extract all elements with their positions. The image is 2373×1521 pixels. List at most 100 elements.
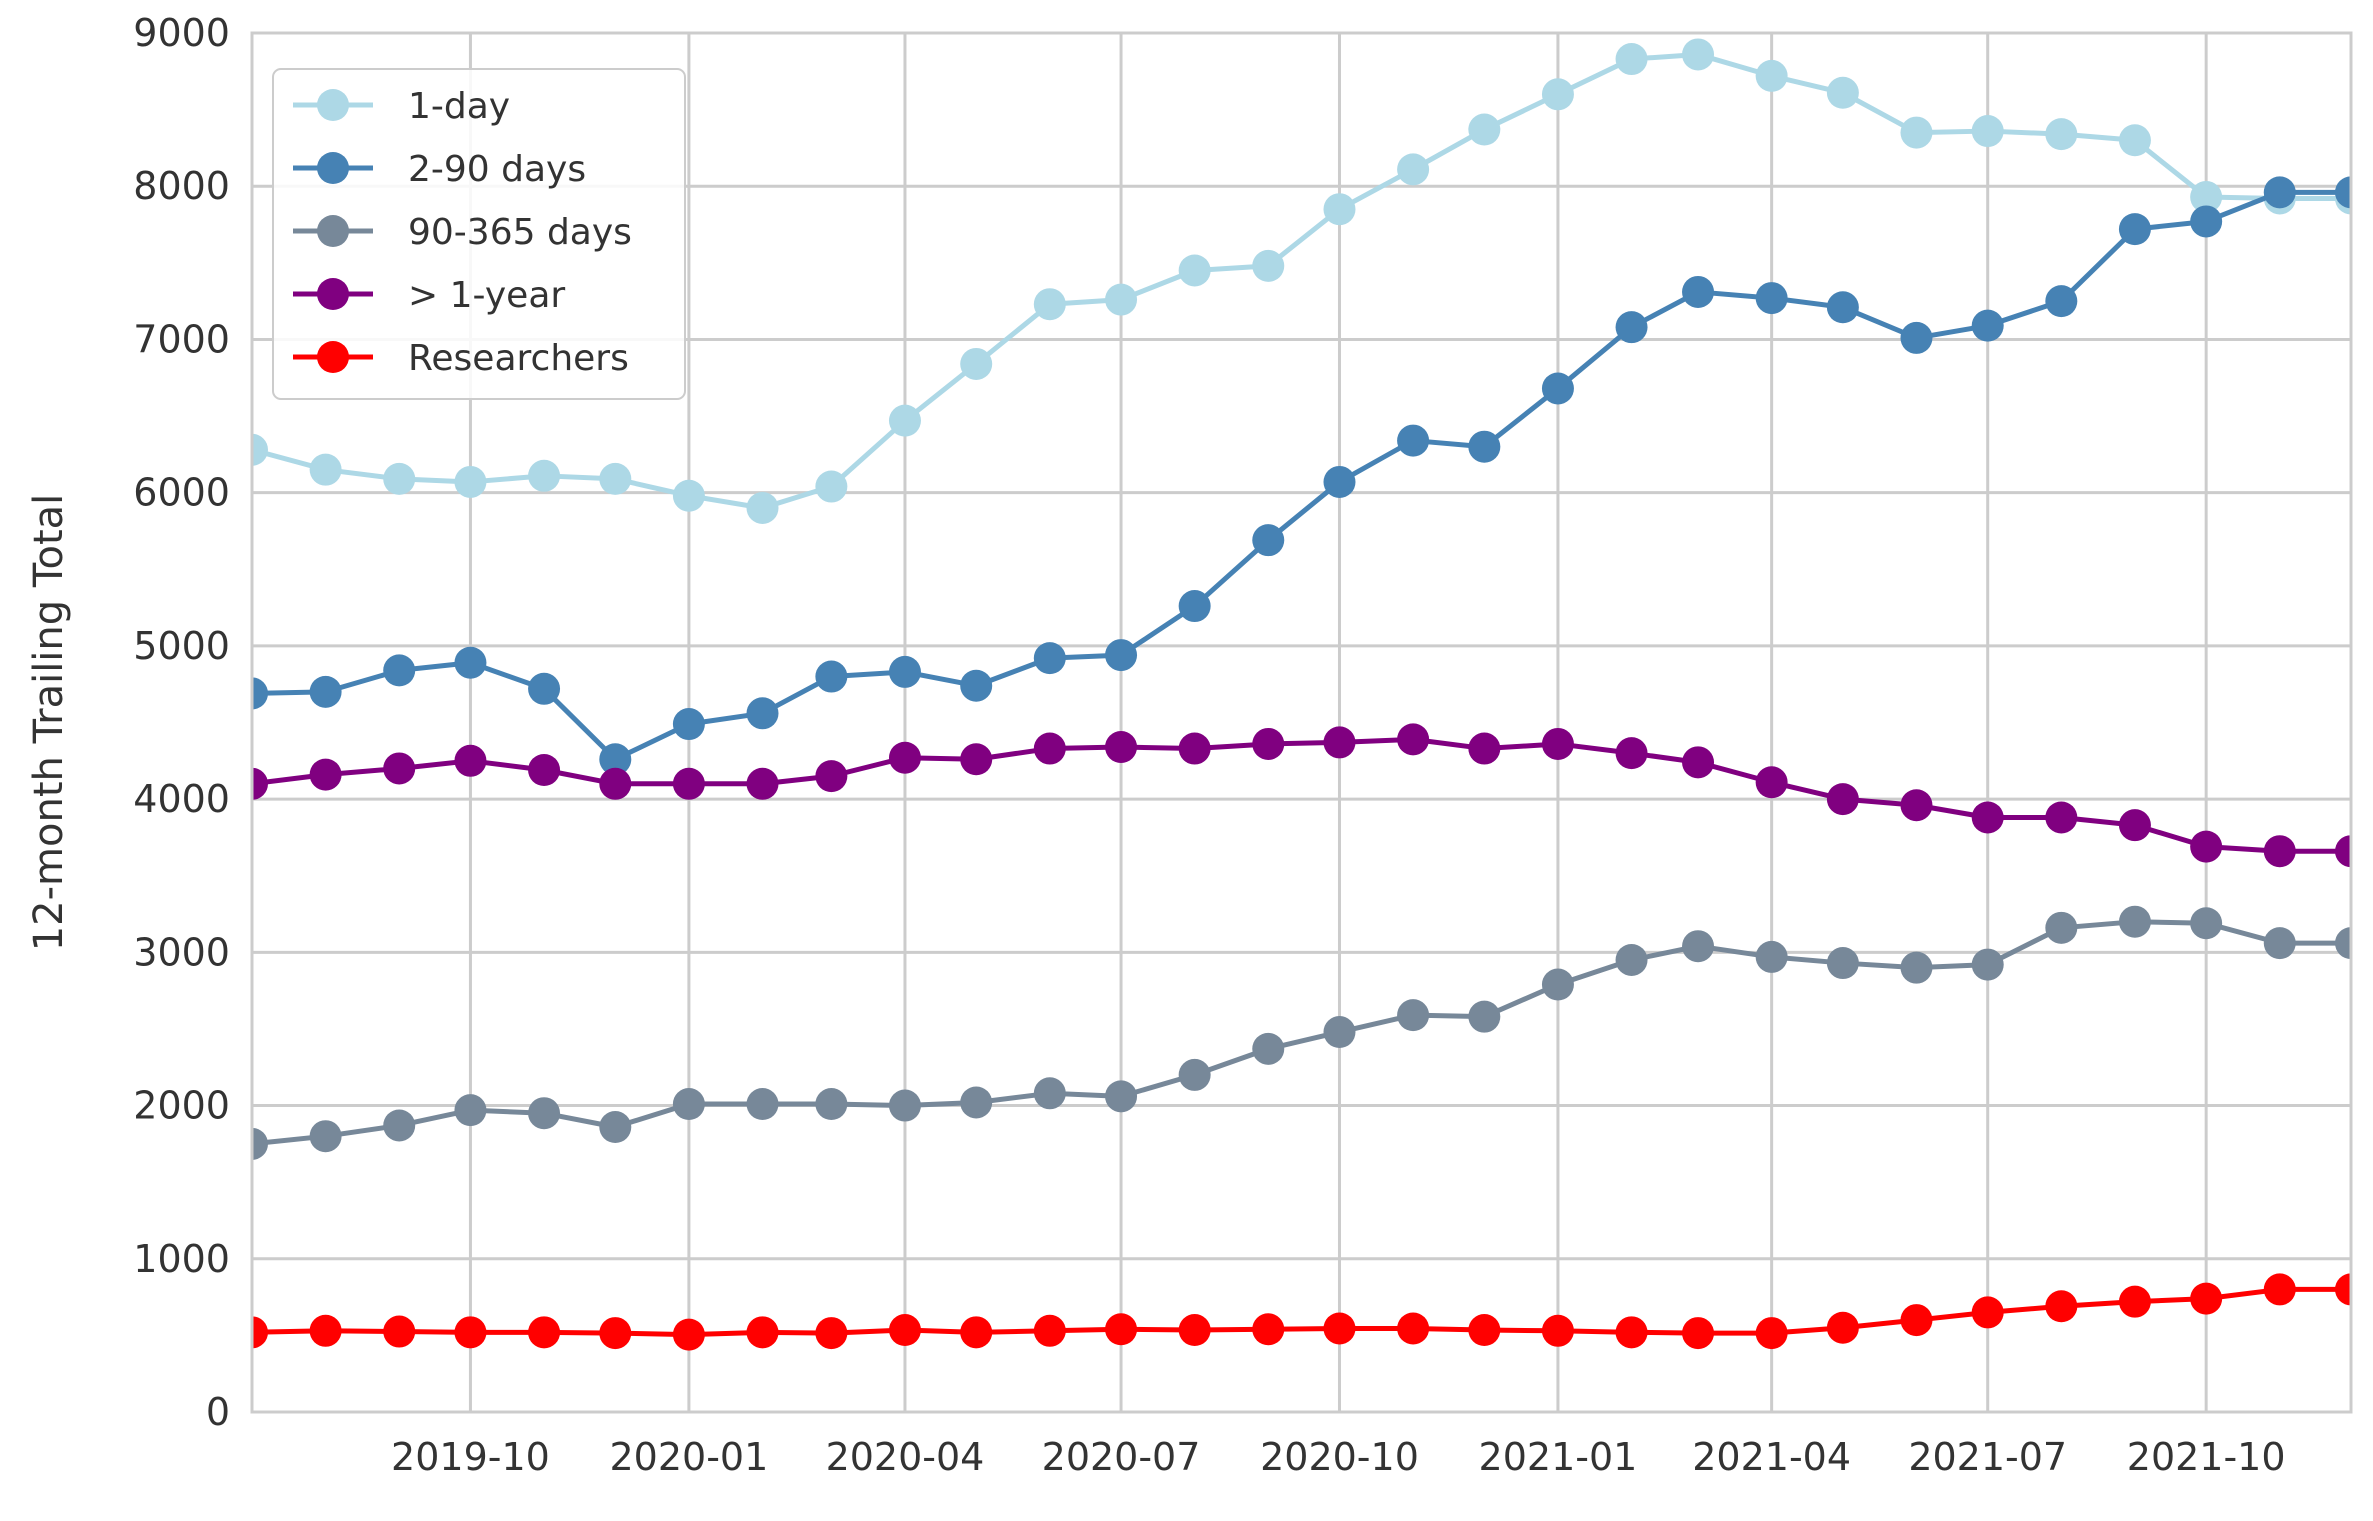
legend-item: 2-90 days	[293, 149, 586, 190]
data-point	[2263, 835, 2296, 868]
data-point	[1541, 372, 1574, 405]
data-point	[960, 743, 993, 776]
data-point	[599, 462, 632, 495]
data-point	[1826, 783, 1859, 816]
series-1	[252, 176, 2351, 776]
data-point	[1033, 642, 1066, 675]
data-point	[1615, 43, 1648, 76]
data-point	[2263, 176, 2296, 209]
x-tick-label: 2020-10	[1260, 1435, 1419, 1479]
data-point	[2118, 905, 2151, 938]
x-tick-label: 2021-01	[1479, 1435, 1638, 1479]
data-point	[888, 1089, 921, 1122]
y-tick-label: 0	[206, 1390, 230, 1434]
y-axis-ticks: 0 1000 2000 3000 4000 5000 6000 7000 8000 9000	[133, 11, 230, 1434]
data-point	[1682, 275, 1715, 308]
legend-item: > 1-year	[293, 275, 565, 316]
data-point	[1682, 930, 1715, 963]
data-point	[1971, 309, 2004, 342]
y-axis-label: 12-month Trailing Total	[26, 494, 72, 952]
data-point	[454, 1316, 487, 1349]
series-2	[252, 905, 2351, 1160]
data-point	[1397, 723, 1430, 756]
legend-label: 2-90 days	[408, 149, 586, 190]
data-point	[2335, 1273, 2351, 1306]
data-point	[1323, 193, 1356, 226]
data-point	[309, 1120, 342, 1153]
data-point	[1755, 59, 1788, 92]
data-point	[1826, 291, 1859, 324]
data-point	[1541, 78, 1574, 111]
data-point	[815, 1088, 848, 1121]
data-point	[309, 758, 342, 791]
data-point	[252, 677, 268, 710]
data-point	[1105, 639, 1138, 672]
y-tick-label: 1000	[133, 1237, 230, 1281]
data-point	[1900, 321, 1933, 354]
data-point	[1900, 1304, 1933, 1337]
data-point	[1971, 1296, 2004, 1329]
data-point	[383, 654, 416, 687]
data-point	[1971, 115, 2004, 148]
y-tick-label: 5000	[133, 624, 230, 668]
data-point	[1252, 249, 1285, 282]
data-point	[528, 1316, 561, 1349]
data-point	[528, 459, 561, 492]
data-point	[1178, 254, 1211, 287]
data-point	[1323, 465, 1356, 498]
y-tick-label: 6000	[133, 471, 230, 515]
data-point	[252, 767, 268, 800]
data-point	[2118, 1285, 2151, 1318]
data-point	[1468, 113, 1501, 146]
data-point	[2045, 285, 2078, 318]
data-point	[528, 1097, 561, 1130]
data-point	[746, 1088, 779, 1121]
data-point	[1541, 727, 1574, 760]
data-point	[1971, 801, 2004, 834]
data-point	[252, 1127, 268, 1160]
y-tick-label: 7000	[133, 317, 230, 361]
data-point	[888, 1314, 921, 1347]
data-point	[454, 744, 487, 777]
x-tick-label: 2021-07	[1908, 1435, 2067, 1479]
data-point	[383, 752, 416, 785]
data-point	[1755, 282, 1788, 315]
data-point	[2190, 1282, 2223, 1315]
data-point	[2335, 835, 2351, 868]
data-point	[1105, 1080, 1138, 1113]
data-point	[2045, 1290, 2078, 1323]
data-point	[1468, 732, 1501, 765]
x-tick-label: 2020-01	[610, 1435, 769, 1479]
data-point	[1615, 737, 1648, 770]
data-point	[1826, 947, 1859, 980]
data-point	[1900, 116, 1933, 149]
x-tick-label: 2020-04	[826, 1435, 985, 1479]
data-point	[1682, 746, 1715, 779]
legend-marker	[317, 152, 349, 184]
data-point	[1252, 1313, 1285, 1346]
data-point	[454, 465, 487, 498]
data-point	[1615, 311, 1648, 344]
data-point	[1615, 943, 1648, 976]
legend-marker	[317, 215, 349, 247]
data-point	[815, 1317, 848, 1350]
legend-marker	[317, 278, 349, 310]
data-point	[1178, 732, 1211, 765]
data-point	[1323, 726, 1356, 759]
series-layer	[252, 38, 2351, 1351]
data-point	[960, 1316, 993, 1349]
x-axis-ticks: 2019-10 2020-01 2020-04 2020-07 2020-10 2021-…	[391, 1435, 2285, 1479]
data-point	[815, 760, 848, 793]
data-point	[815, 470, 848, 503]
series-4	[252, 1273, 2351, 1351]
data-point	[309, 453, 342, 486]
data-point	[2263, 927, 2296, 960]
data-point	[1397, 999, 1430, 1032]
data-point	[672, 708, 705, 741]
data-point	[2335, 927, 2351, 960]
data-point	[1105, 1313, 1138, 1346]
data-point	[1468, 1314, 1501, 1347]
data-point	[888, 655, 921, 688]
legend-label: 1-day	[408, 86, 510, 127]
